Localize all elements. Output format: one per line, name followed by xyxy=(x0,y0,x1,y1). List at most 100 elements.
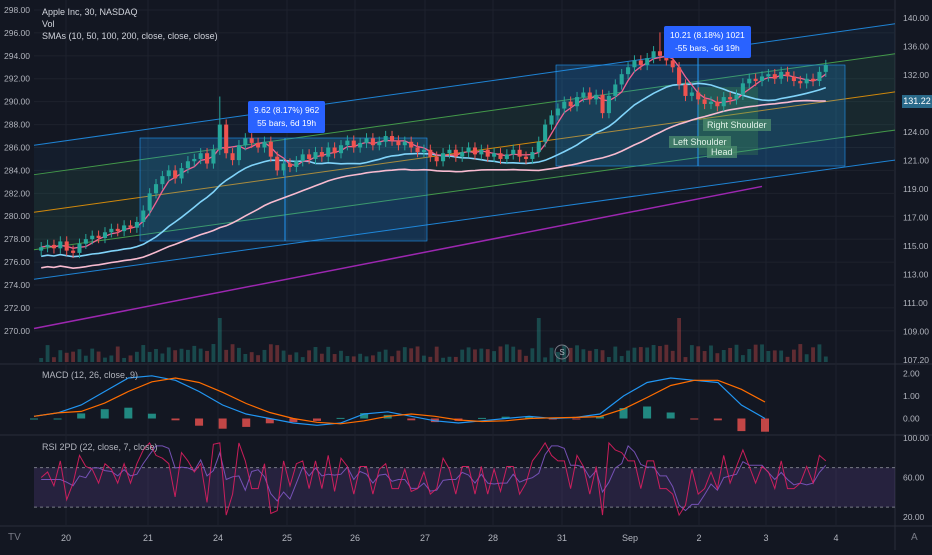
candle-body xyxy=(504,154,509,159)
candle-body xyxy=(619,74,624,85)
volume-bar xyxy=(466,347,471,362)
candle-body xyxy=(185,161,190,169)
x-axis-tick: 20 xyxy=(61,533,71,543)
volume-bar xyxy=(390,356,394,362)
x-axis-tick: 26 xyxy=(350,533,360,543)
candle-body xyxy=(772,74,777,79)
x-axis-tick: 28 xyxy=(488,533,498,543)
left-axis-tick: 276.00 xyxy=(4,257,30,267)
volume-bar xyxy=(498,346,503,362)
x-axis-tick: 2 xyxy=(696,533,701,543)
volume-bar xyxy=(645,347,650,362)
measure-callout-left[interactable]: 9.62 (8.17%) 962 55 bars, 6d 19h xyxy=(248,101,326,133)
volume-bar xyxy=(345,356,350,362)
candle-body xyxy=(102,232,108,239)
left-axis-tick: 270.00 xyxy=(4,326,30,336)
volume-bar xyxy=(198,348,203,362)
candle-body xyxy=(198,153,203,159)
candle-body xyxy=(517,149,522,157)
candle-body xyxy=(485,149,490,157)
candle-body xyxy=(587,92,592,100)
candle-body xyxy=(319,152,324,157)
volume-bar xyxy=(811,347,815,362)
macd-histogram-bar xyxy=(690,418,699,420)
candle-body xyxy=(791,76,796,82)
auto-scale-button[interactable]: A xyxy=(911,532,918,543)
candle-body xyxy=(109,228,114,233)
candle-body xyxy=(134,221,139,228)
left-shoulder-label[interactable]: Left Shoulder xyxy=(669,136,731,148)
candle-body xyxy=(670,60,675,68)
right-axis-tick: 121.00 xyxy=(903,156,929,166)
macd-histogram-bar xyxy=(77,413,86,419)
sma50-line xyxy=(41,82,827,258)
candle-body xyxy=(428,149,433,157)
candle-body xyxy=(632,60,637,68)
volume-bar xyxy=(696,346,701,362)
candle-body xyxy=(728,97,733,100)
tradingview-logo[interactable]: TV xyxy=(8,532,21,543)
volume-bar xyxy=(798,344,803,362)
volume-bar xyxy=(479,348,484,362)
volume-bar xyxy=(109,355,114,362)
x-axis-tick: Sep xyxy=(622,533,638,543)
volume-bar xyxy=(115,346,120,362)
candle-body xyxy=(823,64,828,72)
candle-body xyxy=(479,149,484,155)
volume-bar xyxy=(460,349,465,362)
candle-body xyxy=(179,168,184,179)
volume-bar xyxy=(58,350,63,362)
volume-bar xyxy=(230,344,235,362)
candle-body xyxy=(166,170,171,177)
volume-bar xyxy=(268,344,273,362)
candle-body xyxy=(811,78,816,82)
candle-body xyxy=(434,156,439,162)
volume-bar xyxy=(677,318,682,362)
volume-bar xyxy=(721,349,726,362)
volume-bar xyxy=(300,357,305,362)
candle-body xyxy=(90,235,95,240)
candle-body xyxy=(281,163,286,171)
volume-bar xyxy=(760,344,764,362)
volume-bar xyxy=(575,345,579,362)
candle-body xyxy=(236,145,241,161)
rsi-axis-tick: 20.00 xyxy=(903,512,925,522)
volume-bar xyxy=(428,356,433,362)
candle-body xyxy=(173,170,178,179)
candle-body xyxy=(721,97,726,107)
volume-bar xyxy=(205,350,209,362)
macd-axis-tick: 0.00 xyxy=(903,414,920,424)
right-axis-tick: 132.00 xyxy=(903,70,929,80)
left-axis-tick: 284.00 xyxy=(4,165,30,175)
volume-bar xyxy=(52,357,56,362)
macd-histogram-bar xyxy=(147,413,156,419)
volume-bar xyxy=(715,353,720,362)
candle-body xyxy=(192,158,197,162)
volume-bar xyxy=(555,351,560,362)
volume-bar xyxy=(166,347,171,362)
volume-bar xyxy=(77,349,82,362)
volume-bar xyxy=(823,356,828,362)
left-axis-tick: 290.00 xyxy=(4,97,30,107)
right-axis-tick: 117.00 xyxy=(903,213,929,223)
macd-histogram-bar xyxy=(360,413,369,419)
right-axis-tick: 124.00 xyxy=(903,127,929,137)
volume-bar xyxy=(613,346,618,362)
volume-bar xyxy=(600,350,605,362)
measure-callout-right[interactable]: 10.21 (8.18%) 1021 -55 bars, -6d 19h xyxy=(664,26,751,58)
macd-histogram-bar xyxy=(501,416,510,419)
right-shoulder-label[interactable]: Right Shoulder xyxy=(703,119,771,131)
head-label[interactable]: Head xyxy=(707,146,737,158)
candle-body xyxy=(51,244,56,249)
volume-bar xyxy=(173,350,178,362)
volume-bar xyxy=(358,353,363,362)
volume-bar xyxy=(447,356,452,362)
volume-bar xyxy=(709,345,713,362)
right-axis-tick: 119.00 xyxy=(903,184,929,194)
volume-bar xyxy=(307,350,312,362)
volume-bar xyxy=(689,345,694,362)
candle-body xyxy=(626,67,631,75)
candle-body xyxy=(536,141,541,153)
